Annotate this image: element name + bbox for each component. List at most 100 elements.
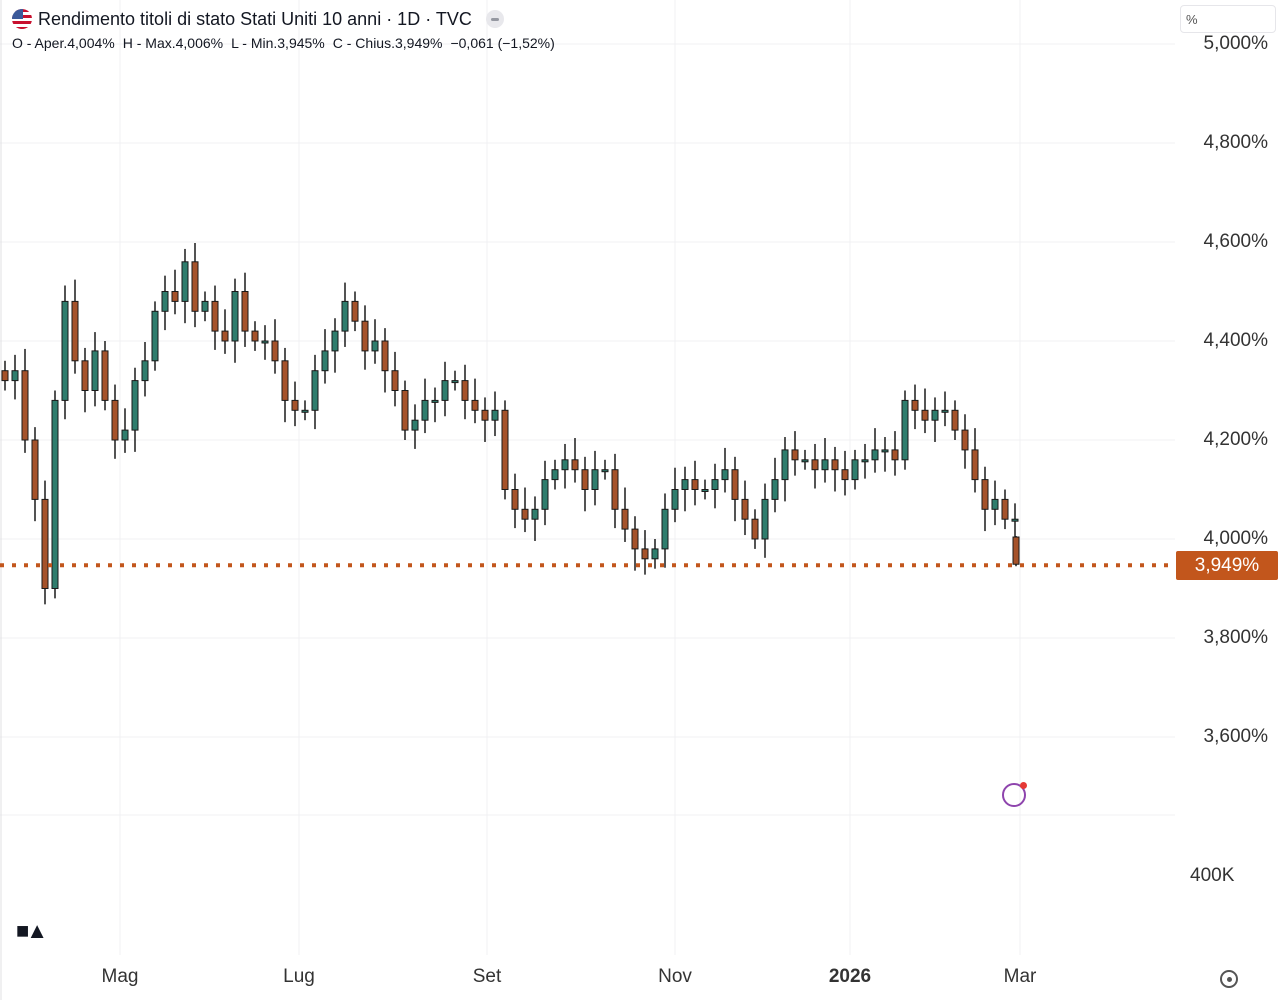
candle-body: [121, 429, 129, 441]
candle-body: [311, 370, 319, 411]
candle-body: [891, 449, 899, 461]
candle-body: [801, 459, 809, 463]
candle-body: [251, 330, 259, 342]
unit-selector[interactable]: %: [1180, 5, 1276, 33]
candle-body: [511, 489, 519, 510]
time-axis-label: Mar: [1003, 966, 1037, 987]
candle-body: [921, 409, 929, 421]
candle-body: [981, 479, 989, 510]
candle-body: [501, 409, 509, 490]
candle-body: [961, 429, 969, 451]
candle-body: [861, 459, 869, 463]
candle-body: [381, 340, 389, 372]
candle-body: [681, 479, 689, 491]
candle-body: [131, 380, 139, 431]
candle-body: [51, 399, 59, 589]
time-axis-label: Set: [472, 966, 502, 987]
price-axis-label: 4,200%: [1203, 429, 1268, 450]
chart-legend: Rendimento titoli di stato Stati Uniti 1…: [12, 6, 555, 54]
candle-body: [601, 469, 609, 473]
time-axis-label: 2026: [828, 966, 872, 987]
last-price-label: 3,949%: [1176, 551, 1278, 580]
candle-body: [541, 479, 549, 510]
candle-body: [971, 449, 979, 481]
candle-body: [761, 498, 769, 540]
candle-body: [621, 508, 629, 530]
price-axis-label: 3,800%: [1203, 627, 1268, 648]
candle-body: [1012, 536, 1020, 565]
candle-body: [591, 469, 599, 491]
candle-body: [471, 399, 479, 411]
candle-body: [261, 340, 269, 344]
candle-body: [911, 399, 919, 411]
candle-body: [361, 320, 369, 352]
candle-body: [201, 300, 209, 312]
candle-body: [841, 469, 849, 481]
high-value: H - Max.4,006%: [122, 35, 224, 51]
change-value: −0,061 (−1,52%): [450, 35, 555, 51]
candle-body: [141, 360, 149, 382]
price-axis-label: 4,800%: [1203, 132, 1268, 153]
candle-body: [241, 291, 249, 332]
low-value: L - Min.3,945%: [231, 35, 325, 51]
close-value: C - Chius.3,949%: [332, 35, 443, 51]
candle-body: [771, 479, 779, 500]
candle-body: [71, 300, 79, 362]
candle-body: [351, 300, 359, 322]
candle-body: [611, 469, 619, 510]
candle-body: [341, 300, 349, 332]
candle-body: [731, 469, 739, 500]
candle-body: [821, 459, 829, 471]
open-value: O - Aper.4,004%: [12, 35, 115, 51]
candle-body: [301, 409, 309, 413]
settings-icon[interactable]: [1220, 970, 1238, 988]
candle-body: [561, 459, 569, 471]
candle-body: [571, 459, 579, 471]
candle-body: [431, 399, 439, 403]
candle-body: [641, 548, 649, 560]
candle-body: [451, 380, 459, 384]
candle-body: [881, 449, 889, 453]
time-axis-label: Mag: [101, 966, 139, 987]
candle-body: [741, 498, 749, 520]
candle-body: [401, 390, 409, 431]
candle-body: [551, 469, 559, 481]
tradingview-logo[interactable]: ■▲: [16, 918, 48, 943]
candle-body: [1001, 498, 1009, 520]
candle-body: [101, 350, 109, 401]
candle-body: [1011, 518, 1019, 522]
candle-body: [931, 409, 939, 421]
collapse-legend-button[interactable]: [485, 10, 504, 28]
candle-body: [481, 409, 489, 421]
time-axis-label: Nov: [658, 966, 692, 987]
candle-body: [941, 409, 949, 413]
candle-body: [161, 291, 169, 312]
candle-body: [871, 449, 879, 461]
candle-body: [491, 409, 499, 421]
symbol-title[interactable]: Rendimento titoli di stato Stati Uniti 1…: [38, 8, 472, 29]
candle-body: [421, 399, 429, 421]
candle-body: [221, 330, 229, 342]
candle-body: [531, 508, 539, 520]
candle-body: [901, 399, 909, 461]
candle-body: [701, 489, 709, 492]
candle-body: [31, 439, 39, 500]
candle-body: [211, 300, 219, 332]
candle-body: [81, 360, 89, 391]
candle-body: [151, 310, 159, 362]
us-flag-icon: [12, 9, 32, 29]
candle-body: [581, 469, 589, 491]
candle-body: [281, 360, 289, 401]
candle-body: [671, 489, 679, 510]
candle-body: [181, 261, 189, 302]
price-axis-label: 5,000%: [1203, 33, 1268, 54]
candle-body: [171, 291, 179, 302]
lightning-icon[interactable]: [1002, 782, 1027, 807]
candle-body: [631, 528, 639, 550]
candle-body: [61, 300, 69, 401]
candle-body: [661, 508, 669, 550]
candle-body: [91, 350, 99, 391]
candle-body: [751, 518, 759, 540]
candle-body: [521, 508, 529, 520]
